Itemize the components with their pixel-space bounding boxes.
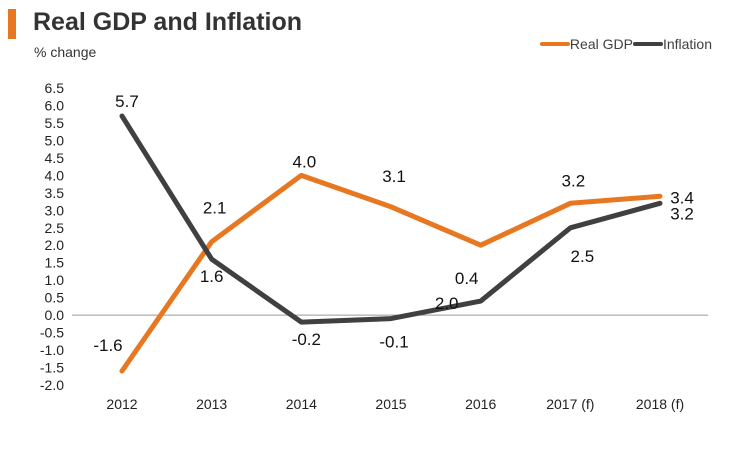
x-tick-label: 2012 <box>106 396 137 412</box>
inflation-data-label: 5.7 <box>115 92 139 111</box>
real-gdp-data-label: 4.0 <box>293 152 317 171</box>
y-tick-label: 5.0 <box>45 132 65 148</box>
title-accent-bar <box>8 9 16 39</box>
inflation-data-label: 0.4 <box>455 269 479 288</box>
y-tick-label: 6.5 <box>45 80 65 96</box>
real-gdp-data-label: 3.2 <box>562 171 586 190</box>
y-tick-label: 4.0 <box>45 167 65 183</box>
y-tick-label: 2.0 <box>45 237 65 253</box>
inflation-data-label: 2.5 <box>571 247 595 266</box>
inflation-data-label: 3.2 <box>670 204 694 223</box>
y-tick-label: -1.0 <box>40 342 64 358</box>
x-tick-label: 2013 <box>196 396 227 412</box>
y-tick-label: -2.0 <box>40 377 64 393</box>
x-tick-label: 2015 <box>375 396 406 412</box>
x-tick-label: 2016 <box>465 396 496 412</box>
y-tick-label: 3.5 <box>45 185 65 201</box>
legend-item-real-gdp: Real GDP <box>539 36 633 52</box>
x-tick-label: 2014 <box>286 396 317 412</box>
y-tick-label: 0.0 <box>45 307 65 323</box>
legend-swatch-real-gdp <box>539 42 570 46</box>
inflation-data-label: -0.1 <box>379 333 408 352</box>
real-gdp-data-label: 2.1 <box>203 199 227 218</box>
legend-label-inflation: Inflation <box>662 36 712 52</box>
y-tick-label: -1.5 <box>40 360 64 376</box>
x-tick-label: 2017 (f) <box>546 396 594 412</box>
inflation-data-label: -0.2 <box>292 330 321 349</box>
y-tick-label: 6.0 <box>45 97 65 113</box>
y-tick-label: 4.5 <box>45 150 65 166</box>
inflation-line <box>119 113 663 325</box>
inflation-data-label: 1.6 <box>200 267 224 286</box>
real-gdp-data-label: 2.0 <box>435 294 459 313</box>
real-gdp-data-label: -1.6 <box>93 336 122 355</box>
real-gdp-data-label: 3.4 <box>670 188 694 207</box>
y-tick-label: 2.5 <box>45 220 65 236</box>
y-tick-label: -0.5 <box>40 325 64 341</box>
y-tick-label: 1.5 <box>45 255 65 271</box>
real-gdp-line <box>119 172 663 374</box>
legend-swatch-inflation <box>632 42 663 46</box>
chart-legend: Real GDP Inflation <box>539 36 712 52</box>
y-tick-label: 5.5 <box>45 115 65 131</box>
y-tick-label: 3.0 <box>45 202 65 218</box>
x-tick-label: 2018 (f) <box>636 396 684 412</box>
legend-item-inflation: Inflation <box>632 36 712 52</box>
legend-label-real-gdp: Real GDP <box>569 36 633 52</box>
y-tick-label: 0.5 <box>45 290 65 306</box>
real-gdp-data-label: 3.1 <box>382 167 406 186</box>
chart-subtitle: % change <box>34 44 97 60</box>
chart-title: Real GDP and Inflation <box>33 8 303 36</box>
y-tick-label: 1.0 <box>45 272 65 288</box>
